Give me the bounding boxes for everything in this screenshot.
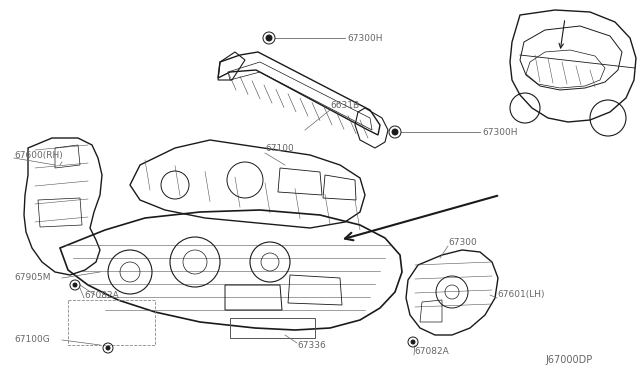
Text: J67000DP: J67000DP: [545, 355, 592, 365]
Circle shape: [73, 283, 77, 287]
Text: 67300H: 67300H: [347, 33, 383, 42]
Text: 67082A: 67082A: [84, 291, 119, 299]
Text: 67905M: 67905M: [14, 273, 51, 282]
Circle shape: [266, 35, 272, 41]
Text: 67300: 67300: [448, 237, 477, 247]
Circle shape: [106, 346, 110, 350]
Text: 67336: 67336: [297, 340, 326, 350]
Text: 67100: 67100: [265, 144, 294, 153]
Circle shape: [392, 129, 398, 135]
Circle shape: [411, 340, 415, 344]
Text: 67601(LH): 67601(LH): [497, 291, 545, 299]
Text: 67600(RH): 67600(RH): [14, 151, 63, 160]
Text: 67100G: 67100G: [14, 336, 50, 344]
Text: 67300H: 67300H: [482, 128, 518, 137]
Text: 67082A: 67082A: [414, 347, 449, 356]
Text: 6631B: 6631B: [330, 100, 359, 109]
